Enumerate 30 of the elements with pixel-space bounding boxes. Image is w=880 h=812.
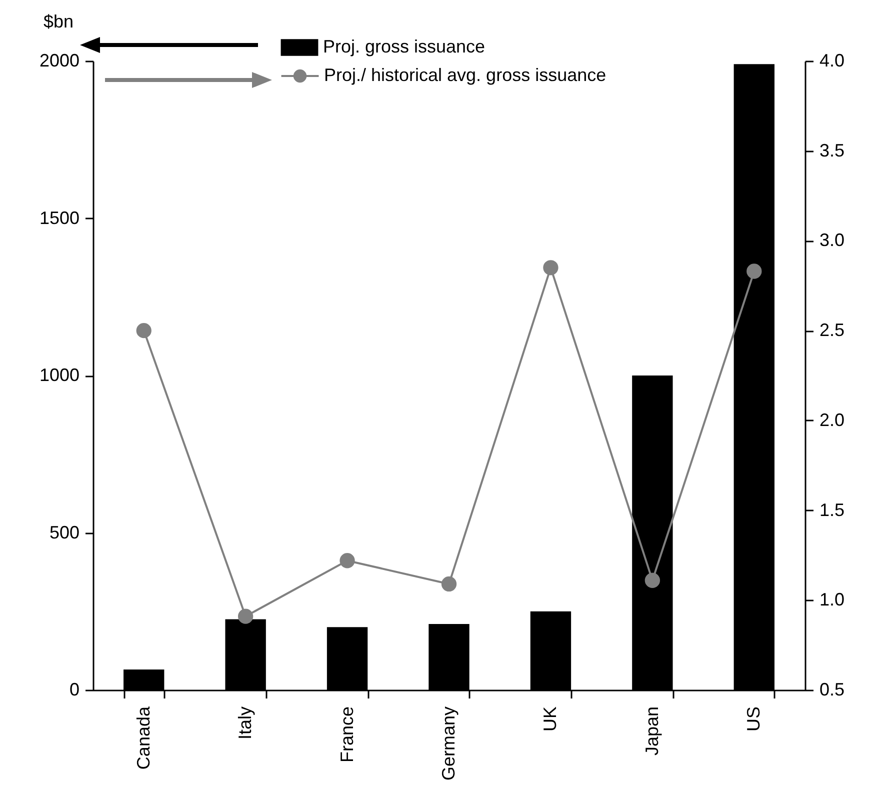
- x-tick-label: Canada: [133, 706, 154, 770]
- point: [543, 260, 558, 276]
- x-tick-label: Germany: [438, 706, 458, 781]
- y2-tick-label: 4.0: [820, 50, 845, 70]
- x-tick-label: UK: [540, 706, 560, 732]
- x-tick-label: US: [744, 706, 764, 732]
- x-tick-label: Italy: [235, 706, 256, 740]
- y2-tick-label: 0.5: [820, 680, 845, 700]
- y2-tick-label: 2.0: [820, 410, 845, 430]
- legend-label: Proj. gross issuance: [323, 36, 486, 56]
- y-tick-label: 2000: [39, 50, 80, 70]
- y-tick-label: 1000: [39, 365, 80, 385]
- y2-tick-label: 1.0: [820, 590, 845, 610]
- y2-tick-label: 3.5: [820, 140, 845, 160]
- y2-tick-label: 2.5: [820, 320, 845, 340]
- x-tick-label: France: [336, 706, 357, 763]
- y-tick-label: 1500: [39, 208, 80, 228]
- point: [238, 608, 254, 624]
- legend-label: Proj./ historical avg. gross issuance: [324, 65, 606, 85]
- point: [136, 323, 152, 338]
- y2-tick-label: 3.0: [820, 230, 845, 250]
- point: [441, 576, 457, 592]
- y-tick-label: 500: [49, 522, 80, 542]
- y-axis-title: $bn: [44, 12, 74, 32]
- x-tick-label: Japan: [642, 706, 662, 756]
- point: [340, 553, 355, 568]
- y2-tick-label: 1.5: [820, 500, 845, 520]
- y-tick-label: 0: [69, 680, 80, 700]
- point: [746, 264, 762, 279]
- point: [644, 572, 660, 588]
